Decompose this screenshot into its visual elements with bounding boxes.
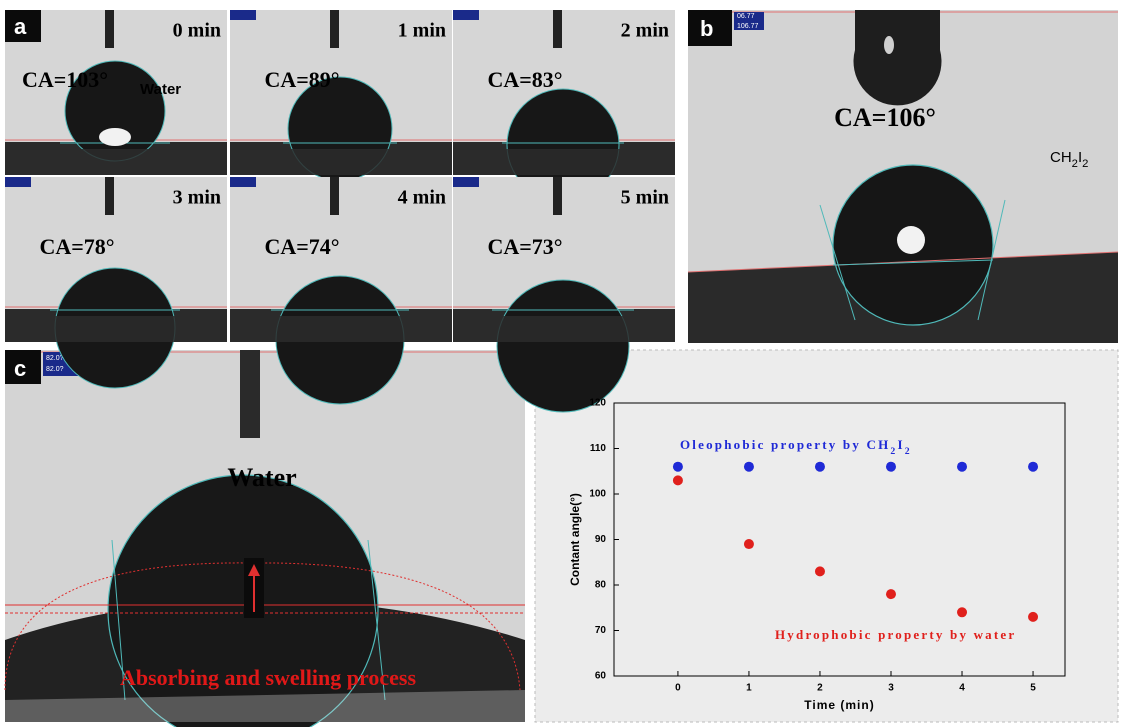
- contact-angle: CA=106°: [834, 103, 936, 132]
- y-tick-label: 70: [595, 625, 607, 636]
- time-label: 2 min: [621, 20, 669, 42]
- x-tick-label: 5: [1030, 683, 1036, 694]
- series-label: Hydrophobic property by water: [775, 627, 1016, 642]
- contact-angle: CA=78°: [39, 234, 114, 259]
- cover: [453, 316, 675, 342]
- time-label: 1 min: [398, 20, 446, 42]
- panel-label: b: [700, 16, 713, 41]
- cover: [230, 316, 452, 342]
- y-tick-label: 120: [589, 398, 606, 409]
- liquid-label: Water: [140, 81, 181, 98]
- point: [744, 462, 754, 472]
- readout: 82.0?: [46, 366, 64, 373]
- x-tick-label: 1: [746, 683, 752, 694]
- liquid-label: Water: [227, 463, 296, 492]
- point: [744, 539, 754, 549]
- readout-box: [230, 10, 256, 20]
- readout: 82.0?: [46, 355, 64, 362]
- readout-box: [453, 10, 479, 20]
- contact-angle: CA=73°: [487, 234, 562, 259]
- readout: 06.77: [737, 13, 755, 20]
- contact-angle: CA=83°: [487, 67, 562, 92]
- x-tick-label: 0: [675, 683, 681, 694]
- needle: [330, 177, 339, 215]
- x-tick-label: 3: [888, 683, 894, 694]
- readout-box: [5, 177, 31, 187]
- x-axis-label: Time (min): [804, 698, 874, 712]
- panel-label: c: [14, 356, 26, 381]
- needle: [553, 177, 562, 215]
- contact-angle: CA=74°: [264, 234, 339, 259]
- contact-angle: CA=89°: [264, 67, 339, 92]
- point: [886, 589, 896, 599]
- point: [815, 566, 825, 576]
- reflection: [99, 128, 131, 146]
- time-label: 3 min: [173, 187, 221, 209]
- panel-label: a: [14, 14, 27, 39]
- point: [1028, 612, 1038, 622]
- figure: b 06.77 106.77 CA=106° CH2I2 c 82.0? 82.…: [0, 0, 1121, 727]
- point: [673, 462, 683, 472]
- point: [815, 462, 825, 472]
- time-label: 4 min: [398, 187, 446, 209]
- caption: Absorbing and swelling process: [120, 665, 416, 690]
- time-label: 0 min: [173, 20, 221, 42]
- point: [886, 462, 896, 472]
- point: [957, 607, 967, 617]
- point: [1028, 462, 1038, 472]
- cover: [453, 149, 675, 175]
- needle: [105, 177, 114, 215]
- x-tick-label: 2: [817, 683, 823, 694]
- needle: [105, 10, 114, 48]
- y-tick-label: 90: [595, 534, 607, 545]
- cover: [5, 316, 227, 342]
- needle: [553, 10, 562, 48]
- droplet: [497, 280, 629, 412]
- point: [673, 475, 683, 485]
- y-tick-label: 80: [595, 580, 607, 591]
- needle: [330, 10, 339, 48]
- y-tick-label: 110: [590, 443, 607, 454]
- readout: 106.77: [737, 23, 759, 30]
- y-axis-label: Contant angle(°): [568, 493, 582, 586]
- panel-b-photo: [688, 10, 1118, 343]
- readout-box: [453, 177, 479, 187]
- panel-d-background: [535, 350, 1118, 722]
- point: [957, 462, 967, 472]
- readout-box: [230, 177, 256, 187]
- cover: [5, 149, 227, 175]
- contact-angle: CA=103°: [22, 67, 108, 92]
- x-tick-label: 4: [959, 683, 965, 694]
- y-tick-label: 100: [589, 489, 606, 500]
- cover: [230, 149, 452, 175]
- y-tick-label: 60: [595, 671, 607, 682]
- time-label: 5 min: [621, 187, 669, 209]
